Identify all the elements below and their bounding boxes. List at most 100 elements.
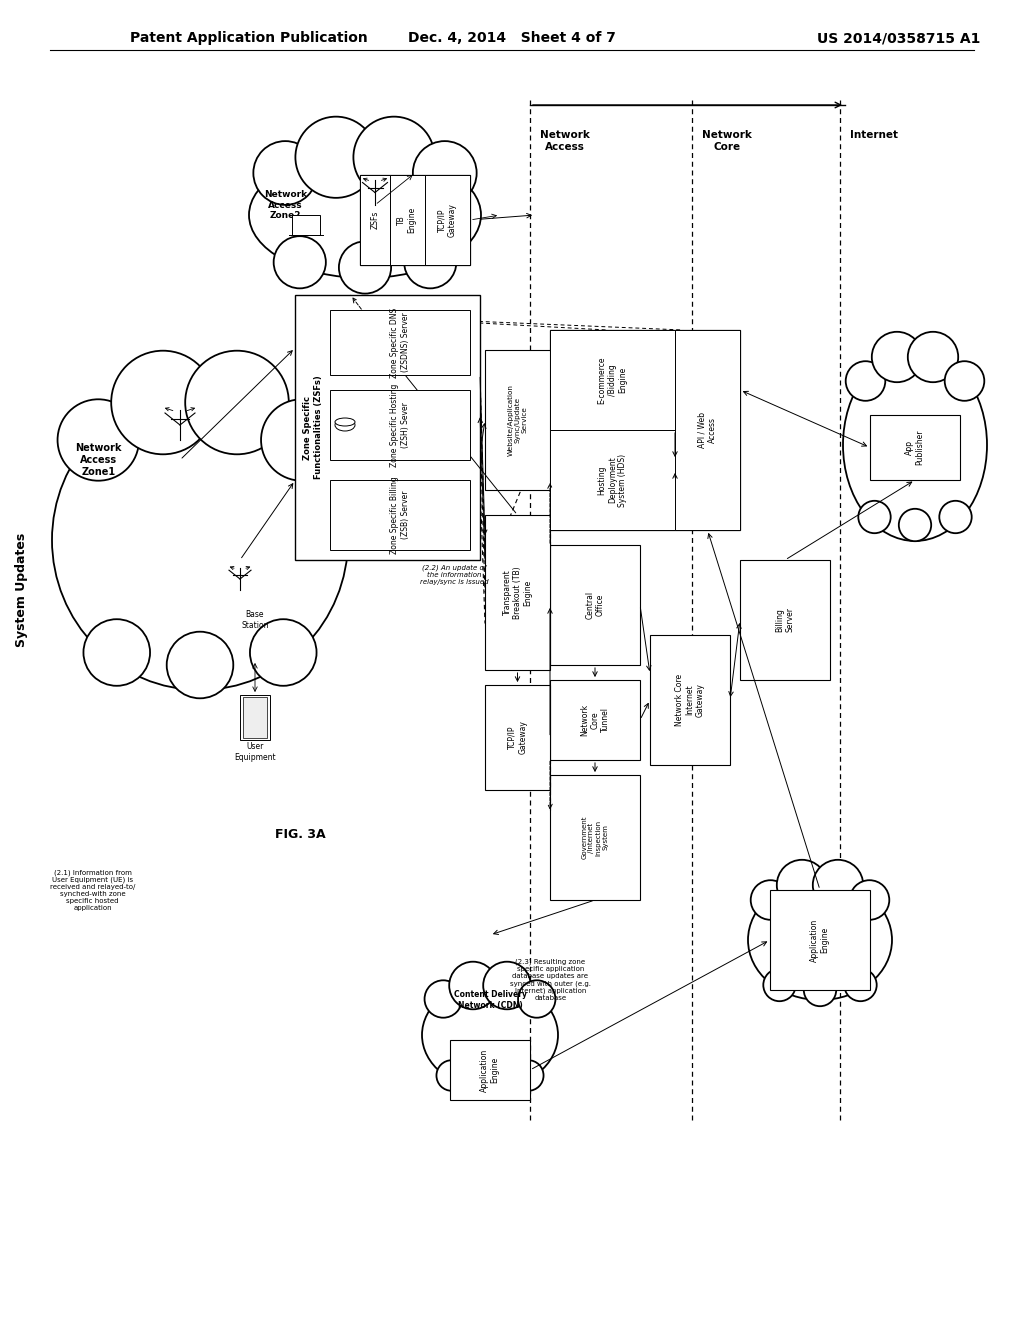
Text: Network Core
Internet
Gateway: Network Core Internet Gateway (675, 675, 705, 726)
Ellipse shape (843, 348, 987, 541)
Text: Transparent
Breakout (TB)
Engine: Transparent Breakout (TB) Engine (503, 566, 532, 619)
FancyBboxPatch shape (485, 350, 550, 490)
Circle shape (518, 981, 555, 1018)
Circle shape (413, 141, 476, 205)
Ellipse shape (422, 981, 558, 1089)
Ellipse shape (52, 389, 348, 690)
FancyBboxPatch shape (243, 697, 267, 738)
Circle shape (871, 331, 923, 383)
Text: App
Publisher: App Publisher (905, 430, 925, 465)
Circle shape (777, 859, 827, 911)
Text: Internet: Internet (850, 129, 898, 140)
Text: Application
Engine: Application Engine (480, 1048, 500, 1092)
Text: Central
Office: Central Office (586, 591, 605, 619)
Circle shape (858, 500, 891, 533)
Circle shape (112, 351, 215, 454)
Text: (2.1) Information from
User Equipment (UE) is
received and relayed-to/
synched-w: (2.1) Information from User Equipment (U… (50, 869, 135, 911)
Text: (2.3) Resulting zone
specific application
database updates are
synced with outer: (2.3) Resulting zone specific applicatio… (510, 958, 591, 1002)
Circle shape (899, 508, 931, 541)
Circle shape (450, 962, 497, 1010)
Text: Base
Station: Base Station (242, 610, 268, 630)
Circle shape (945, 362, 984, 401)
Circle shape (845, 969, 877, 1001)
FancyBboxPatch shape (770, 890, 870, 990)
Ellipse shape (249, 152, 481, 279)
Text: Application
Engine: Application Engine (810, 919, 829, 962)
Text: Patent Application Publication: Patent Application Publication (130, 30, 368, 45)
Text: TCP/IP
Gateway: TCP/IP Gateway (437, 203, 457, 236)
FancyBboxPatch shape (550, 775, 640, 900)
FancyBboxPatch shape (330, 480, 470, 550)
Text: TB
Engine: TB Engine (397, 207, 417, 234)
Circle shape (763, 969, 796, 1001)
Text: (2.2) An update of
the information
relay/sync is issued: (2.2) An update of the information relay… (420, 565, 488, 585)
Text: Network
Access: Network Access (540, 129, 590, 152)
FancyBboxPatch shape (425, 176, 470, 265)
Text: Content Delivery
Network (CDN): Content Delivery Network (CDN) (454, 990, 526, 1010)
FancyBboxPatch shape (450, 1040, 530, 1100)
FancyBboxPatch shape (550, 330, 675, 430)
Text: FIG. 3A: FIG. 3A (274, 829, 326, 842)
Circle shape (813, 859, 863, 911)
FancyBboxPatch shape (390, 176, 425, 265)
FancyBboxPatch shape (330, 310, 470, 375)
Circle shape (846, 362, 886, 401)
Circle shape (483, 962, 530, 1010)
Circle shape (939, 500, 972, 533)
Circle shape (253, 141, 317, 205)
FancyBboxPatch shape (360, 176, 390, 265)
Circle shape (273, 236, 326, 288)
Circle shape (404, 236, 457, 288)
FancyBboxPatch shape (650, 635, 730, 766)
FancyBboxPatch shape (360, 176, 470, 265)
Circle shape (436, 1060, 467, 1090)
Text: Zone Specific Billing
(ZSB) Server: Zone Specific Billing (ZSB) Server (390, 477, 410, 554)
FancyBboxPatch shape (295, 294, 480, 560)
Circle shape (167, 632, 233, 698)
Circle shape (57, 399, 139, 480)
Circle shape (250, 619, 316, 686)
Text: Network
Access
Zone1: Network Access Zone1 (75, 444, 122, 477)
Text: User
Equipment: User Equipment (234, 742, 275, 762)
Circle shape (804, 974, 837, 1006)
Circle shape (751, 880, 791, 920)
FancyBboxPatch shape (292, 215, 319, 235)
Text: Zone Specific DNS
(ZSDNS) Server: Zone Specific DNS (ZSDNS) Server (390, 308, 410, 378)
FancyBboxPatch shape (485, 515, 550, 671)
Circle shape (850, 880, 889, 920)
Text: US 2014/0358715 A1: US 2014/0358715 A1 (816, 30, 980, 45)
Text: Hosting
Deployment
System (HDS): Hosting Deployment System (HDS) (598, 454, 628, 507)
Circle shape (353, 116, 434, 198)
Text: E-commerce
/Bidding
Engine: E-commerce /Bidding Engine (598, 356, 628, 404)
Text: ZSFs: ZSFs (371, 211, 380, 230)
Ellipse shape (335, 418, 355, 426)
Text: TCP/IP
Gateway: TCP/IP Gateway (508, 721, 527, 755)
Circle shape (475, 1065, 505, 1096)
Text: Network
Core
Tunnel: Network Core Tunnel (581, 704, 610, 737)
FancyBboxPatch shape (240, 696, 270, 741)
Text: Network
Core: Network Core (702, 129, 752, 152)
Circle shape (261, 399, 342, 480)
Text: Website/Application
Sync/Update
Service: Website/Application Sync/Update Service (508, 384, 527, 455)
Circle shape (339, 242, 391, 293)
Circle shape (425, 981, 462, 1018)
Text: Dec. 4, 2014   Sheet 4 of 7: Dec. 4, 2014 Sheet 4 of 7 (408, 30, 616, 45)
Text: Zone Specific
Functionalities (ZSFs): Zone Specific Functionalities (ZSFs) (303, 376, 323, 479)
FancyBboxPatch shape (485, 685, 550, 789)
FancyBboxPatch shape (550, 330, 740, 531)
FancyBboxPatch shape (330, 389, 470, 459)
Text: Zone Specific Hosting
(ZSH) Sever: Zone Specific Hosting (ZSH) Sever (390, 383, 410, 467)
FancyBboxPatch shape (550, 430, 675, 531)
Text: API / Web
Access: API / Web Access (697, 412, 717, 447)
FancyBboxPatch shape (870, 414, 961, 480)
Circle shape (513, 1060, 544, 1090)
Circle shape (83, 619, 151, 686)
Ellipse shape (335, 418, 355, 432)
Circle shape (185, 351, 289, 454)
FancyBboxPatch shape (550, 545, 640, 665)
FancyBboxPatch shape (550, 680, 640, 760)
Ellipse shape (748, 880, 892, 1001)
Circle shape (908, 331, 958, 383)
FancyBboxPatch shape (675, 330, 740, 531)
Text: Network
Access
Zone2: Network Access Zone2 (264, 190, 307, 220)
